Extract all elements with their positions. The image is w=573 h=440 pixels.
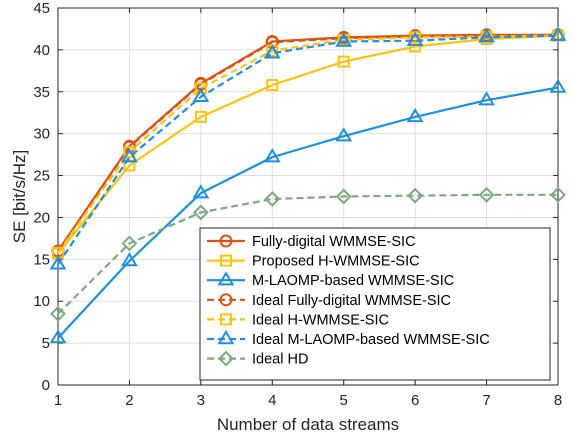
series-point: [192, 204, 209, 221]
legend-entry: Ideal Fully-digital WMMSE-SIC: [207, 293, 451, 309]
series-point: [194, 82, 207, 95]
legend-entry: Ideal HD: [207, 350, 308, 368]
series-point: [335, 188, 352, 205]
series-point: [478, 91, 495, 106]
legend-label: Ideal H-WMMSE-SIC: [252, 312, 389, 328]
series-point: [406, 31, 424, 46]
legend-swatch-marker: [218, 350, 234, 367]
legend-entry: Ideal H-WMMSE-SIC: [207, 312, 389, 328]
legend-label: Proposed H-WMMSE-SIC: [252, 254, 420, 270]
series-line: [57, 86, 559, 339]
x-tick-label: 3: [197, 392, 205, 409]
series-7: [50, 186, 566, 322]
legend-entry: Fully-digital WMMSE-SIC: [207, 234, 416, 250]
series-line: [57, 34, 559, 265]
series-point: [121, 252, 138, 267]
x-tick-label: 7: [482, 392, 490, 409]
legend-swatch-marker: [219, 293, 233, 307]
x-tick-label: 5: [340, 392, 348, 409]
y-tick-label: 45: [33, 0, 50, 17]
series-point: [550, 186, 566, 203]
series-point: [337, 55, 350, 68]
x-tick-label: 2: [125, 392, 133, 409]
legend-entry: Proposed H-WMMSE-SIC: [207, 254, 420, 270]
y-tick-label: 15: [33, 251, 50, 268]
series-point: [49, 329, 67, 344]
plot-frame: [57, 7, 559, 386]
series-6: [49, 26, 567, 270]
x-tick-label: 8: [554, 392, 562, 409]
y-tick-label: 0: [42, 377, 50, 394]
y-tick-label: 10: [33, 293, 50, 310]
x-tick-label: 4: [268, 392, 276, 409]
legend-entry: Ideal M-LAOMP-based WMMSE-SIC: [207, 330, 490, 348]
series-line: [57, 193, 558, 315]
series-point: [121, 148, 138, 163]
series-point: [192, 87, 210, 103]
legend-label: Ideal M-LAOMP-based WMMSE-SIC: [252, 332, 490, 348]
y-tick-label: 5: [42, 335, 50, 352]
legend-entry: M-LAOMP-based WMMSE-SIC: [207, 271, 454, 289]
y-tick-label: 25: [33, 168, 50, 185]
legend-label: M-LAOMP-based WMMSE-SIC: [252, 273, 454, 289]
legend-label: Fully-digital WMMSE-SIC: [252, 234, 416, 250]
series-point: [264, 191, 281, 207]
x-axis-title: Number of data streams: [217, 415, 399, 434]
series-point: [194, 110, 207, 123]
series-point: [49, 255, 67, 270]
y-tick-label: 40: [33, 42, 50, 59]
series-layer: [49, 26, 567, 344]
series-line: [57, 34, 559, 254]
series-point: [121, 235, 138, 252]
series-point: [407, 187, 424, 204]
legend-swatch-marker: [217, 271, 235, 286]
y-axis-title: SE [bit/s/Hz]: [10, 150, 29, 244]
y-tick-label: 30: [33, 126, 50, 143]
legend-swatch-marker: [217, 330, 235, 345]
legend-swatch-marker: [219, 234, 233, 248]
series-point: [263, 148, 281, 163]
series-point: [266, 79, 279, 92]
series-point: [335, 127, 353, 142]
legend: Fully-digital WMMSE-SIC Proposed H-WMMSE-…: [199, 227, 551, 381]
series-point: [406, 107, 424, 123]
series-line: [57, 34, 559, 255]
legend-box: [199, 227, 551, 381]
series-point: [549, 26, 567, 41]
series-point: [549, 78, 567, 93]
y-tick-label: 20: [33, 209, 50, 226]
series-point: [335, 32, 353, 47]
series-point: [478, 28, 495, 43]
legend-swatch-marker: [220, 254, 232, 267]
x-tick-label: 1: [54, 392, 62, 409]
legend-label: Ideal Fully-digital WMMSE-SIC: [252, 293, 451, 309]
legend-swatch-marker: [220, 313, 232, 326]
series-point: [50, 305, 66, 322]
x-tick-label: 6: [411, 392, 419, 409]
legend-label: Ideal HD: [252, 352, 308, 368]
series-point: [478, 186, 495, 203]
series-point: [263, 44, 281, 59]
y-tick-label: 35: [33, 84, 50, 101]
series-point: [192, 184, 210, 199]
series-line: [57, 33, 559, 252]
series-3: [49, 78, 567, 344]
